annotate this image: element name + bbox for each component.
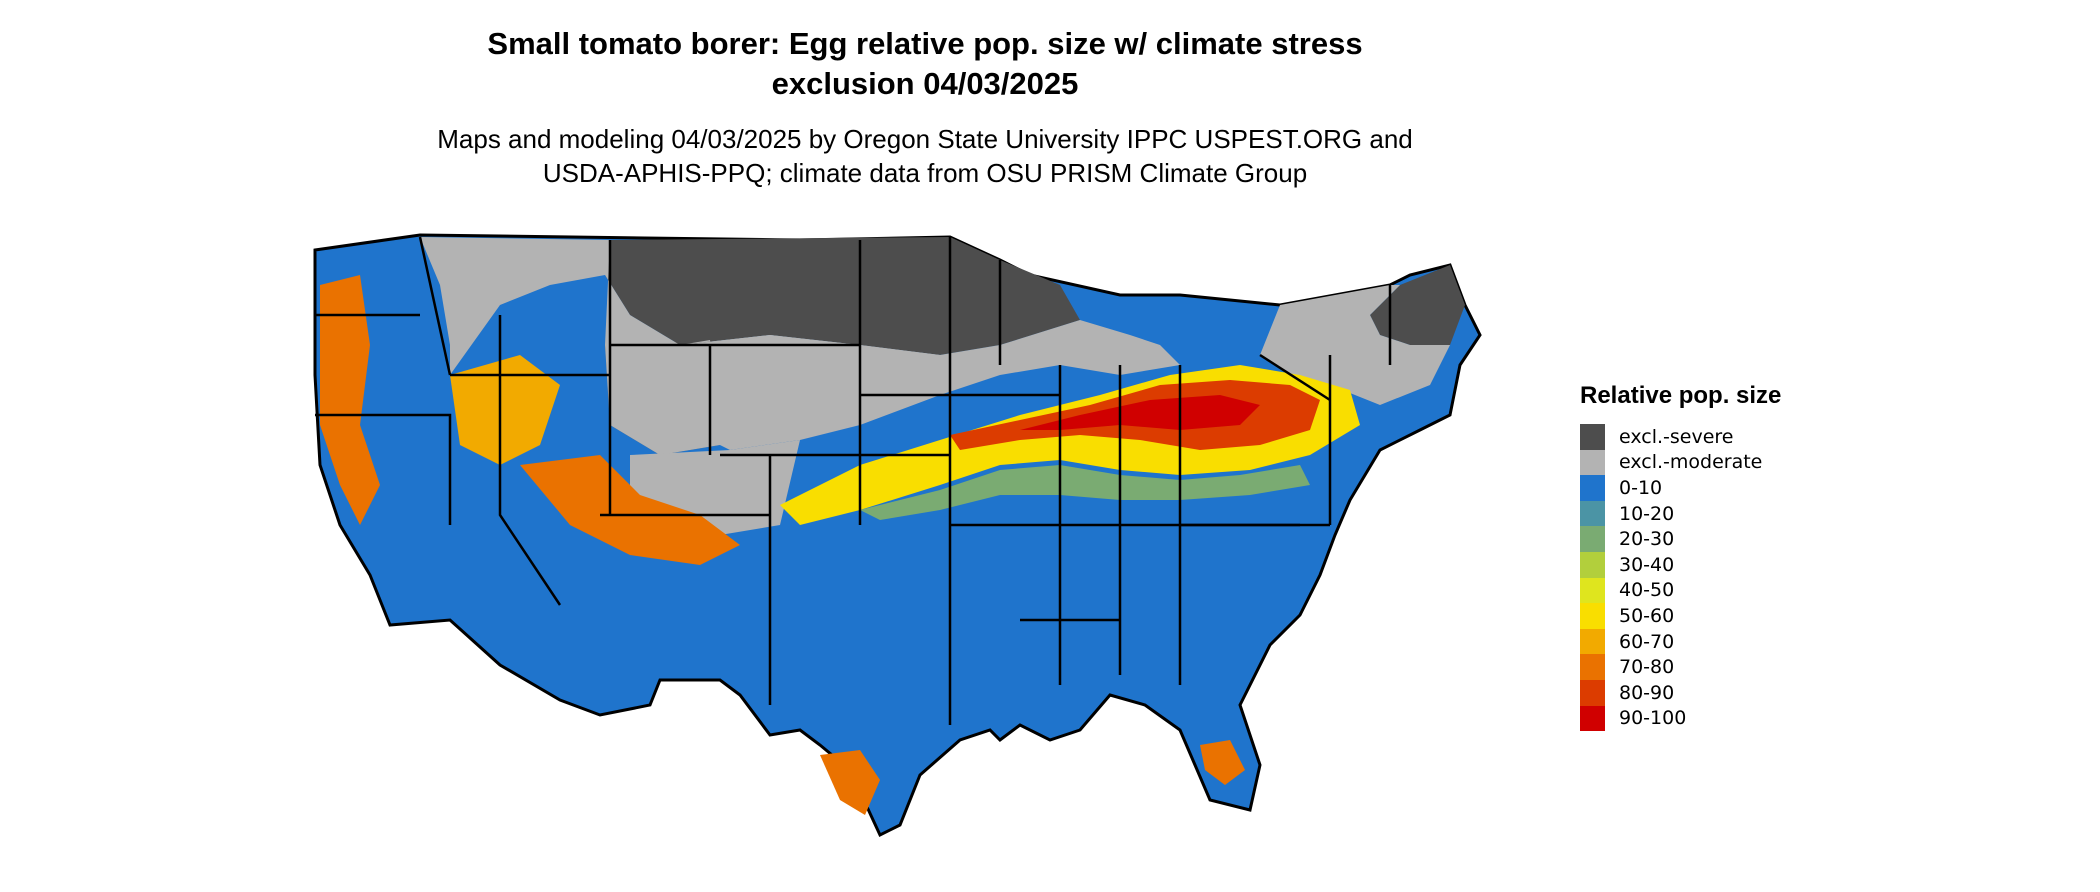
legend-item: 40-50 — [1580, 577, 1781, 604]
zone-excl-moderate-central — [680, 320, 1180, 450]
legend-item: 80-90 — [1580, 679, 1781, 706]
legend-swatch — [1580, 449, 1605, 476]
us-risk-map — [313, 233, 1482, 838]
legend-swatch — [1580, 679, 1605, 706]
zone-great-basin-warm — [450, 355, 560, 465]
legend-item: excl.-moderate — [1580, 449, 1781, 476]
zone-excl-severe-northeast — [1370, 265, 1465, 345]
legend-item: 0-10 — [1580, 475, 1781, 501]
zone-texas-gulf-warm — [820, 750, 880, 815]
legend-item: 70-80 — [1580, 654, 1781, 680]
legend-swatch — [1580, 705, 1605, 732]
zone-excl-severe-north — [605, 237, 1080, 355]
legend-label: 70-80 — [1619, 656, 1675, 679]
map-title-line-1: Small tomato borer: Egg relative pop. si… — [487, 26, 1363, 61]
legend-swatch — [1580, 551, 1605, 578]
map-subtitle-line-1: Maps and modeling 04/03/2025 by Oregon S… — [437, 124, 1413, 154]
legend-item: 50-60 — [1580, 603, 1781, 629]
legend-item: excl.-severe — [1580, 424, 1781, 450]
zone-west-coast-warm — [320, 275, 380, 525]
legend-swatch — [1580, 500, 1605, 527]
legend-swatch — [1580, 475, 1605, 501]
legend-label: 10-20 — [1619, 502, 1675, 525]
legend-item: 30-40 — [1580, 551, 1781, 578]
state-borders — [315, 236, 1392, 725]
legend-label: 20-30 — [1619, 528, 1675, 551]
legend-label: 30-40 — [1619, 553, 1675, 576]
map-legend: Relative pop. size excl.-severe excl.-mod… — [1580, 380, 1782, 732]
zone-10-30-band — [860, 465, 1310, 520]
legend-swatch — [1580, 424, 1605, 450]
legend-label: 90-100 — [1619, 707, 1687, 730]
legend-label: 40-50 — [1619, 579, 1675, 602]
legend-item: 20-30 — [1580, 526, 1781, 552]
legend-swatch — [1580, 628, 1605, 655]
zone-90-100-core — [1020, 395, 1260, 430]
legend-item: 60-70 — [1580, 628, 1781, 655]
legend-label: 50-60 — [1619, 604, 1675, 627]
legend-swatch — [1580, 526, 1605, 552]
zone-florida-warm — [1200, 740, 1245, 785]
legend-title: Relative pop. size — [1580, 382, 1782, 409]
legend-label: excl.-moderate — [1619, 451, 1763, 474]
legend-label: 80-90 — [1619, 681, 1675, 704]
legend-rows: excl.-severe excl.-moderate 0-10 10-20 20-30… — [1580, 424, 1781, 732]
legend-swatch — [1580, 577, 1605, 604]
map-subtitle-line-2: USDA-APHIS-PPQ; climate data from OSU PR… — [542, 158, 1308, 188]
legend-label: 60-70 — [1619, 630, 1675, 653]
legend-item: 90-100 — [1580, 705, 1781, 732]
legend-label: excl.-severe — [1619, 425, 1734, 448]
legend-label: 0-10 — [1619, 476, 1663, 499]
zone-excl-moderate-northeast — [1260, 285, 1450, 405]
map-title-line-2: exclusion 04/03/2025 — [771, 66, 1079, 101]
legend-swatch — [1580, 654, 1605, 680]
zone-southwest-warm — [520, 455, 740, 565]
legend-swatch — [1580, 603, 1605, 629]
legend-item: 10-20 — [1580, 500, 1781, 527]
